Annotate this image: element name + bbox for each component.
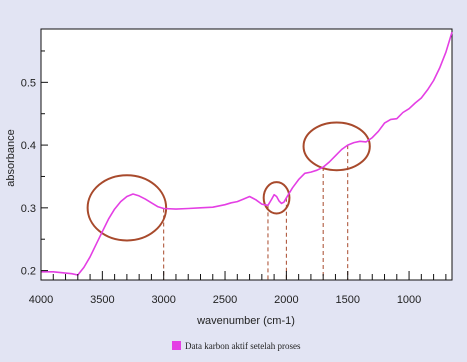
legend-swatch: [172, 341, 181, 350]
annotation-circle: [262, 181, 291, 215]
annotation-circle: [302, 121, 371, 172]
x-tick-label: 4000: [29, 294, 53, 306]
axes: 4000 3500 3000 2500 2000 1500 1000 0.2 0.3 0.4 0.5: [21, 50, 447, 306]
x-tick-label: 1000: [397, 294, 421, 306]
y-axis-title: absorbance: [5, 129, 17, 187]
x-tick-label: 1500: [335, 294, 359, 306]
series-line: [41, 31, 453, 276]
annotations: [86, 121, 371, 280]
y-tick-label: 0.5: [21, 77, 36, 89]
x-tick-label: 3000: [151, 294, 175, 306]
legend-label: Data karbon aktif setelah proses: [185, 341, 301, 351]
x-tick-label: 2000: [274, 294, 298, 306]
y-tick-label: 0.3: [21, 203, 36, 215]
legend: Data karbon aktif setelah proses: [172, 341, 301, 351]
x-tick-label: 3500: [90, 294, 114, 306]
y-tick-label: 0.2: [21, 266, 36, 278]
x-tick-label: 2500: [213, 294, 237, 306]
plot-area: [40, 28, 453, 281]
series-layer: [41, 31, 453, 276]
x-axis-title: wavenumber (cm-1): [196, 315, 295, 327]
y-tick-label: 0.4: [21, 140, 36, 152]
